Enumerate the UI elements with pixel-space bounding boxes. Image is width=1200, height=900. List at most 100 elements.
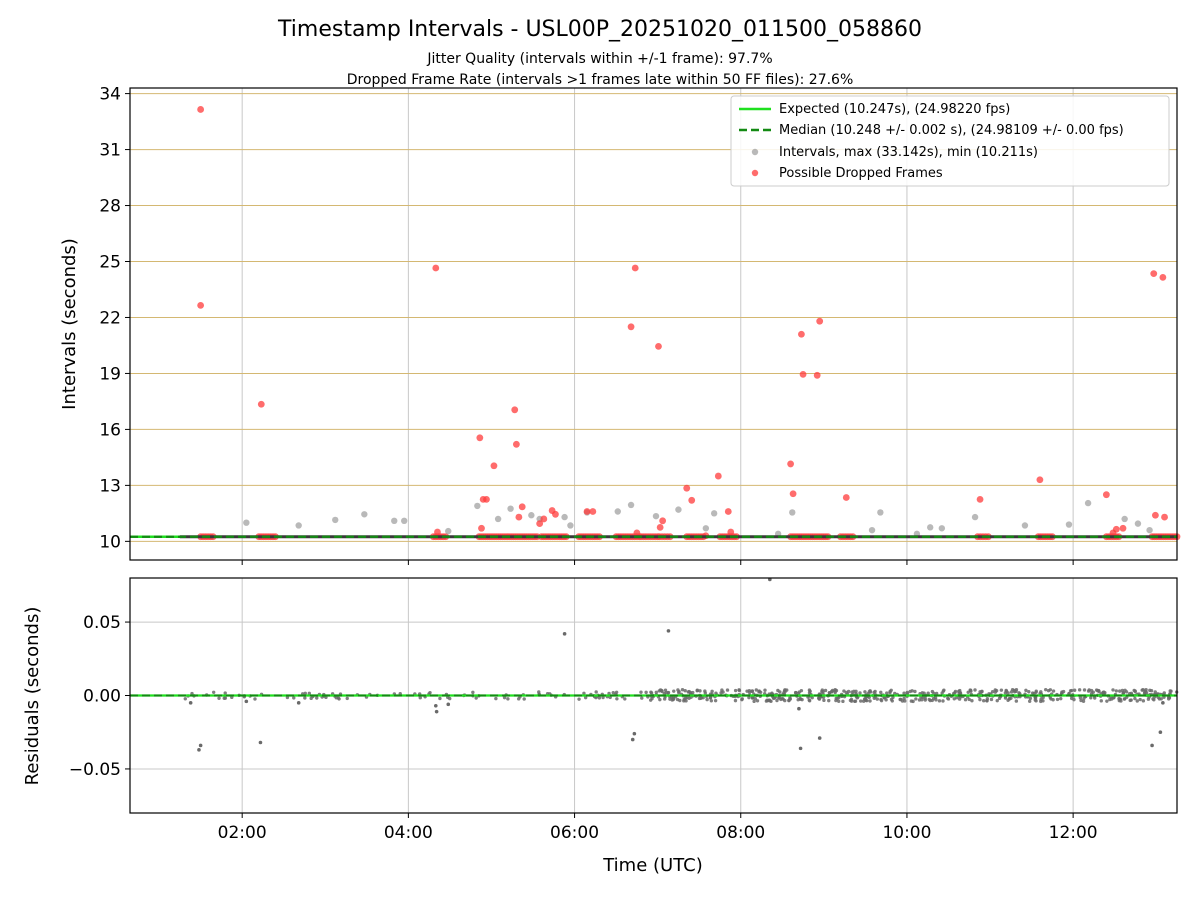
residual-point	[336, 696, 341, 700]
interval-point	[295, 522, 302, 529]
residual-point	[1028, 696, 1033, 701]
dropped-frame-point	[1151, 511, 1159, 519]
residual-point	[506, 697, 510, 701]
residual-point	[1135, 699, 1139, 703]
residual-point	[662, 697, 667, 701]
residual-point	[1079, 698, 1083, 703]
residual-point	[1082, 688, 1087, 692]
residual-point	[639, 690, 643, 694]
residual-point	[721, 690, 725, 694]
residual-point	[1060, 690, 1064, 694]
residual-point	[1099, 699, 1103, 703]
residual-point	[1122, 697, 1127, 701]
residual-point	[862, 697, 867, 701]
dropped-frame-point	[515, 513, 523, 521]
dropped-frame-point	[511, 406, 519, 414]
dropped-frame-point	[976, 495, 984, 503]
residual-point	[1141, 699, 1146, 703]
residual-outlier-point	[188, 701, 193, 705]
residual-point	[680, 688, 685, 692]
residual-point	[677, 690, 681, 695]
residual-point	[1159, 697, 1163, 701]
residual-point	[649, 690, 653, 694]
interval-point	[614, 508, 621, 515]
residual-point	[1121, 691, 1125, 695]
residual-point	[902, 696, 906, 701]
legend-dropped-marker	[751, 169, 759, 177]
residual-point	[303, 691, 308, 696]
residual-point	[855, 696, 860, 700]
time-x-axis-label: Time (UTC)	[602, 855, 703, 876]
residual-point	[930, 689, 935, 694]
residual-point	[1111, 696, 1116, 700]
residual-point	[837, 699, 841, 703]
dropped-frame-point	[1112, 525, 1120, 533]
residual-point	[190, 691, 194, 696]
residual-point	[315, 696, 319, 700]
residual-point	[966, 690, 970, 694]
legend-dropped-label: Possible Dropped Frames	[779, 166, 943, 181]
residual-point	[776, 688, 780, 693]
residual-point	[994, 689, 999, 693]
residual-point	[660, 688, 664, 693]
residual-point	[859, 699, 863, 703]
dropped-frame-point	[490, 462, 498, 470]
intervals-y-tick-label: 10	[99, 532, 121, 552]
dropped-frame-point	[714, 472, 722, 480]
residual-point	[902, 691, 906, 695]
residual-point	[471, 690, 475, 695]
dropped-frame-point	[789, 490, 797, 498]
residual-point	[783, 688, 787, 692]
residual-point	[989, 697, 994, 702]
residuals-y-tick-label: −0.05	[69, 760, 121, 780]
residual-point	[695, 688, 700, 692]
intervals-y-ticks: 10 13 16 19 22 25 28 31 34	[99, 85, 1074, 565]
interval-point	[1121, 515, 1128, 523]
residual-point	[714, 691, 718, 695]
residual-point	[952, 697, 956, 701]
dropped-frame-point	[478, 524, 485, 532]
interval-point	[243, 519, 250, 526]
dropped-frame-point	[1161, 513, 1168, 521]
residual-point	[995, 698, 999, 703]
residual-point	[978, 690, 982, 694]
dropped-frame-point	[842, 494, 850, 501]
residual-point	[884, 698, 888, 702]
chart-subtitle-dropped: Dropped Frame Rate (intervals >1 frames …	[347, 72, 854, 88]
residual-point	[672, 689, 676, 693]
residual-point	[946, 696, 950, 701]
interval-point	[675, 506, 682, 513]
residual-point	[797, 690, 801, 694]
residual-point	[888, 689, 892, 694]
residual-point	[788, 696, 792, 700]
interval-point	[627, 501, 635, 509]
intervals-y-tick-label: 28	[99, 197, 121, 217]
dropped-frame-point	[432, 264, 440, 272]
interval-point	[938, 525, 946, 532]
interval-point	[1021, 522, 1029, 529]
residual-point	[654, 690, 658, 695]
residual-point	[701, 696, 705, 700]
residual-point	[1148, 688, 1152, 693]
legend-intervals-marker	[751, 148, 759, 156]
residual-point	[607, 691, 611, 696]
residual-point	[1051, 689, 1056, 693]
dropped-frame-point	[476, 434, 484, 442]
residual-point	[823, 688, 828, 693]
residual-point	[1038, 691, 1042, 696]
residual-point	[844, 690, 848, 695]
residual-point	[754, 688, 759, 692]
time-x-ticks: 02:00 04:00 06:00 08:00 10:00 12:00	[218, 813, 1098, 843]
residual-point	[1133, 696, 1137, 701]
dropped-frame-point	[1159, 273, 1167, 281]
residuals-marks	[183, 577, 1179, 752]
residual-point	[1152, 698, 1156, 702]
residual-point	[990, 690, 995, 694]
residual-point	[1010, 687, 1015, 692]
dropped-frame-point	[1119, 524, 1127, 532]
residual-point	[913, 689, 917, 694]
residual-point	[863, 690, 867, 694]
residual-point	[657, 689, 661, 693]
residual-point	[583, 695, 588, 700]
residual-point	[917, 698, 922, 702]
